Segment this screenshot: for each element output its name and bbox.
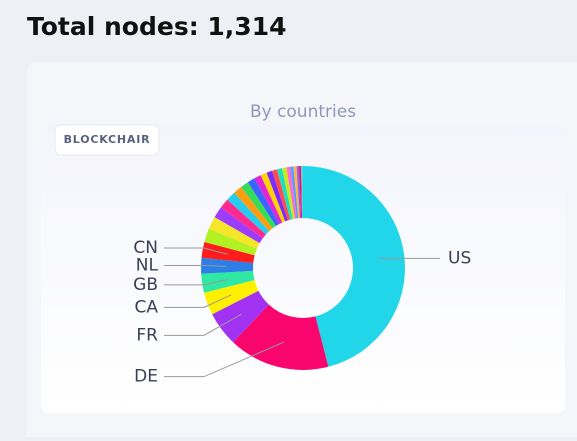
slice: [234, 187, 273, 232]
slice: [247, 178, 280, 226]
slice: [200, 257, 254, 274]
slice: [293, 166, 300, 219]
slice-label: CN: [133, 238, 158, 258]
slice: [303, 166, 405, 367]
slice: [254, 175, 283, 225]
slice: [227, 192, 270, 235]
leader-line: [164, 247, 228, 255]
slice: [204, 280, 259, 315]
slice: [299, 166, 303, 219]
slice-label: DE: [134, 367, 158, 387]
chart-area: [41, 123, 565, 413]
chart-title: By countries: [250, 102, 356, 122]
leader-line: [164, 341, 285, 378]
slice-label: CA: [135, 297, 159, 317]
leader-line: [164, 279, 228, 286]
leader-line: [164, 294, 232, 308]
slice: [272, 169, 291, 221]
slice: [220, 199, 266, 239]
slice: [212, 290, 269, 343]
slice: [296, 166, 302, 219]
slice: [286, 166, 297, 219]
slice-label: NL: [136, 256, 159, 276]
slice: [208, 217, 260, 249]
leader-line: [164, 265, 227, 267]
slice: [240, 182, 276, 229]
slice: [260, 172, 286, 223]
watermark: BLOCKCHAIR: [64, 133, 151, 146]
slice: [214, 207, 263, 244]
slice-label: GB: [133, 275, 158, 295]
slice: [204, 228, 257, 256]
leader-line: [164, 313, 243, 336]
watermark-box: [54, 124, 160, 156]
slice-label: FR: [136, 325, 158, 345]
slice: [277, 168, 293, 220]
slice: [282, 167, 295, 220]
slice-label: US: [448, 248, 471, 268]
slice: [201, 242, 255, 263]
slice: [301, 166, 303, 219]
slice: [201, 270, 255, 293]
slice: [290, 166, 299, 219]
page-title: Total nodes: 1,314: [27, 12, 287, 41]
slice: [266, 170, 288, 222]
